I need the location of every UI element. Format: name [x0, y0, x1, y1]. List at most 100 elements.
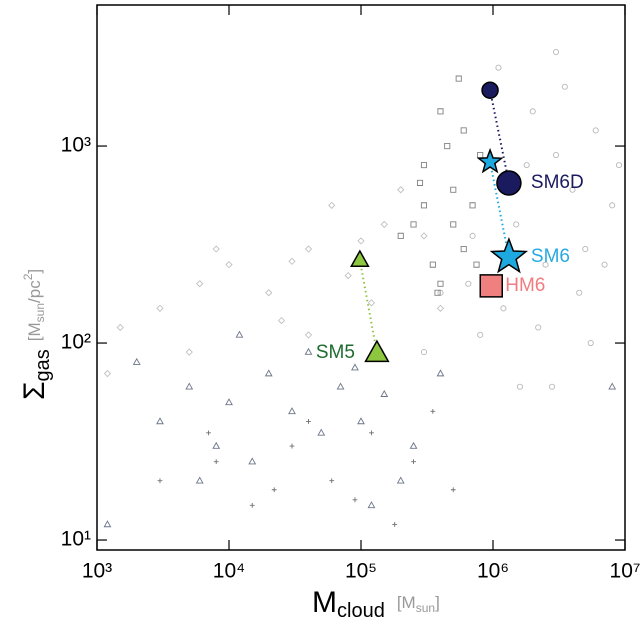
point [436, 369, 445, 377]
point [513, 221, 520, 228]
point [380, 389, 389, 397]
point [306, 419, 311, 424]
point [329, 478, 335, 484]
point [420, 349, 428, 356]
x-axis-label: Mcloud [Msun] [312, 586, 440, 620]
point [380, 220, 388, 229]
point [265, 289, 273, 297]
point [304, 347, 313, 355]
point [411, 459, 416, 465]
x-axis-label-part: ] [435, 593, 440, 612]
y-tick-label: 10¹ [61, 528, 91, 551]
point [444, 142, 451, 150]
point [397, 232, 404, 239]
point [225, 261, 233, 269]
y-axis-label: Σgas [Msun/pc2] [18, 269, 54, 400]
point [344, 271, 352, 280]
x-tick-label: 10⁵ [345, 560, 377, 583]
point [561, 83, 568, 90]
point [476, 147, 504, 174]
point [436, 304, 445, 312]
point [420, 202, 428, 209]
point [410, 221, 417, 228]
x-tick-label: 10⁷ [610, 560, 641, 583]
series-label: SM6D [531, 172, 584, 193]
point [529, 108, 536, 115]
point [195, 476, 204, 484]
point [465, 280, 472, 287]
point [450, 186, 457, 193]
y-tick-label: 10² [61, 331, 91, 354]
y-axis-label-part: Σ [18, 381, 51, 400]
point [271, 487, 277, 493]
y-axis-label-part: gas [32, 349, 54, 381]
point [288, 407, 296, 415]
point [103, 369, 112, 378]
point [437, 280, 444, 287]
point [185, 348, 193, 356]
x-tick-label: 10⁴ [213, 560, 245, 583]
x-axis-label-part: [M [397, 593, 416, 612]
point [156, 304, 164, 312]
point [317, 428, 326, 436]
y-axis-label-part: sun [33, 303, 47, 322]
point [495, 64, 502, 71]
point [477, 152, 484, 159]
point [500, 305, 507, 312]
point [469, 202, 476, 209]
point [552, 152, 560, 159]
point [103, 520, 112, 528]
point [157, 478, 163, 484]
point [336, 382, 345, 390]
point [392, 522, 398, 527]
point [592, 127, 599, 134]
point [364, 339, 390, 363]
point [469, 232, 476, 239]
point [569, 186, 576, 193]
point [477, 331, 484, 338]
point [367, 501, 376, 509]
point [535, 324, 542, 331]
plot-frame [96, 4, 626, 551]
point [460, 246, 467, 253]
point [235, 330, 244, 338]
point [582, 245, 589, 253]
point [206, 430, 211, 436]
point [455, 75, 462, 82]
point [212, 245, 220, 253]
point [496, 170, 522, 196]
point [481, 81, 499, 99]
x-axis-label-part: M [312, 586, 337, 619]
y-axis-label-part: 2 [21, 273, 35, 280]
point [450, 487, 456, 493]
point [479, 274, 504, 298]
point [437, 108, 444, 115]
x-axis-label-part: cloud [337, 600, 385, 620]
point [185, 382, 194, 390]
point [350, 249, 370, 268]
point [397, 186, 405, 194]
point [264, 369, 273, 377]
series-label: HM6 [505, 275, 545, 296]
point [416, 179, 424, 186]
point [420, 232, 428, 240]
point [367, 299, 376, 307]
series-label: SM5 [316, 342, 355, 363]
point [434, 289, 441, 296]
point [608, 382, 617, 390]
point [248, 457, 257, 465]
x-tick-label: 10³ [82, 560, 112, 583]
point [615, 162, 623, 169]
point [409, 441, 418, 449]
point [587, 339, 594, 347]
point [328, 201, 336, 209]
point [542, 261, 549, 268]
point [420, 162, 428, 169]
x-tick-label: 10⁶ [477, 560, 509, 583]
point [116, 323, 124, 332]
point [609, 202, 616, 209]
y-axis-label-part: ] [25, 269, 44, 274]
y-axis-label-part: /pc [25, 280, 44, 303]
